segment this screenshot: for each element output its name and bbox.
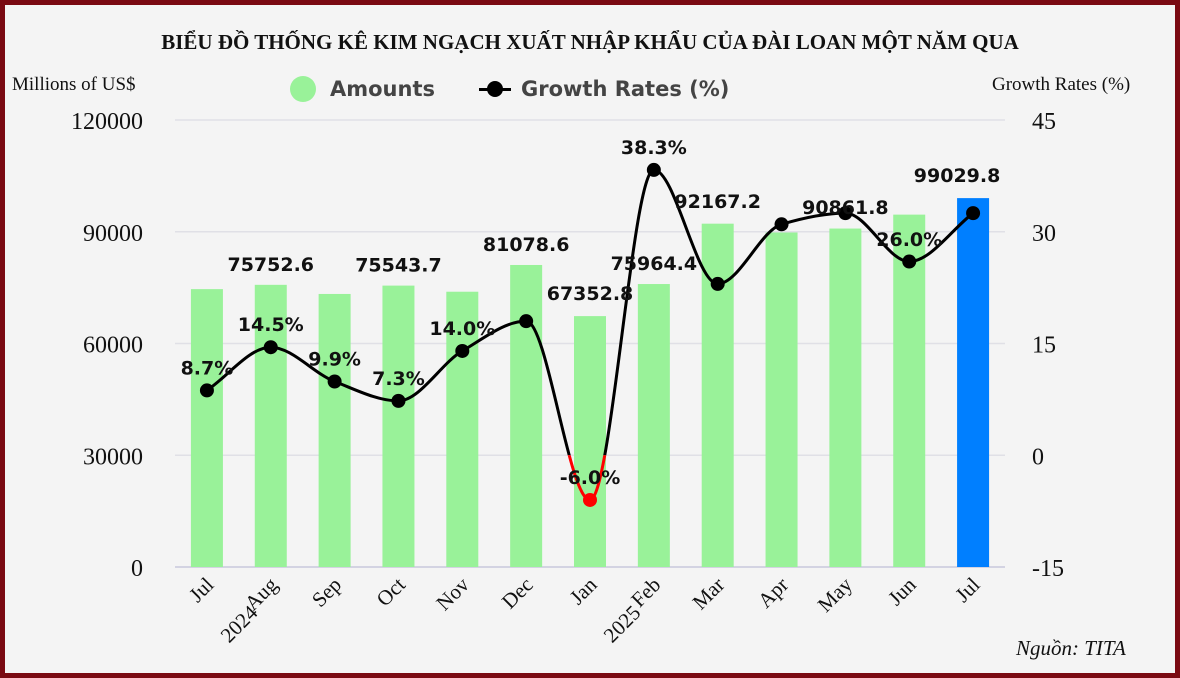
- x-tick-label: Jul: [184, 572, 218, 606]
- growth-line: [206, 168, 974, 456]
- growth-line-negative: [567, 455, 607, 502]
- bar-value-label: 99029.8: [914, 165, 1001, 187]
- growth-point: [263, 340, 278, 355]
- growth-point: [391, 393, 406, 408]
- x-tick-label: Jul: [950, 572, 984, 606]
- x-tick-label: Mar: [688, 573, 730, 615]
- bar: [637, 284, 670, 567]
- growth-value-label: -6.0%: [560, 467, 621, 489]
- bar: [446, 291, 479, 567]
- growth-point: [455, 343, 470, 358]
- growth-value-label: 14.5%: [238, 314, 304, 336]
- bar-value-label: 67352.8: [547, 283, 634, 305]
- y-right-tick-label: 0: [1032, 444, 1044, 470]
- bar: [318, 293, 351, 567]
- growth-point: [838, 206, 853, 221]
- chart-title: BIỂU ĐỒ THỐNG KÊ KIM NGẠCH XUẤT NHẬP KHẨ…: [161, 30, 1019, 54]
- growth-value-label: 8.7%: [181, 357, 234, 379]
- legend-item-growth-rates: Growth Rates (%): [479, 77, 729, 101]
- bar-value-label: 75964.4: [611, 253, 698, 275]
- y-left-tick-label: 90000: [83, 221, 143, 247]
- growth-point: [327, 374, 342, 389]
- growth-point: [902, 254, 917, 269]
- right-axis-title: Growth Rates (%): [992, 74, 1131, 95]
- source-note: Nguồn: TITA: [1016, 636, 1126, 660]
- growth-point: [519, 314, 534, 329]
- growth-value-label: 26.0%: [876, 229, 942, 251]
- x-tick-label: Jun: [883, 572, 921, 610]
- bar: [893, 214, 926, 568]
- legend: Amounts Growth Rates (%): [290, 74, 773, 104]
- bar: [382, 285, 415, 567]
- legend-label-amounts: Amounts: [330, 77, 435, 101]
- x-tick-label: Sep: [307, 573, 346, 612]
- left-axis-title: Millions of US$: [12, 74, 136, 95]
- legend-swatch-growth-rates: [479, 78, 511, 100]
- x-tick-label: Oct: [372, 572, 411, 611]
- growth-point: [966, 206, 981, 221]
- growth-value-label: 14.0%: [429, 318, 495, 340]
- bar-value-label: 75543.7: [355, 255, 442, 277]
- y-left-tick-label: 30000: [83, 444, 143, 470]
- bar: [254, 284, 287, 567]
- y-left-tick-label: 120000: [71, 109, 143, 135]
- y-right-tick-label: 30: [1032, 221, 1056, 247]
- growth-point: [583, 492, 597, 507]
- bar-value-label: 90861.8: [802, 197, 889, 219]
- x-tick-label: Jan: [565, 572, 602, 609]
- bar: [829, 228, 862, 567]
- bar-value-label: 75752.6: [227, 254, 314, 276]
- y-right-tick-label: 45: [1032, 109, 1056, 135]
- growth-value-label: 38.3%: [621, 137, 687, 159]
- x-tick-label: May: [813, 572, 858, 617]
- x-tick-label: Apr: [753, 573, 793, 613]
- bar: [765, 232, 798, 567]
- bar: [574, 316, 606, 567]
- growth-point: [646, 162, 661, 177]
- legend-label-growth-rates: Growth Rates (%): [521, 77, 730, 101]
- growth-point: [774, 217, 789, 232]
- bar: [957, 198, 990, 567]
- bar: [190, 289, 223, 567]
- bar-value-label: 92167.2: [674, 191, 761, 213]
- legend-swatch-amounts: [290, 76, 316, 102]
- y-left-tick-label: 60000: [83, 333, 143, 359]
- x-tick-label: Dec: [497, 573, 538, 614]
- bar: [510, 264, 543, 567]
- growth-value-label: 7.3%: [372, 368, 425, 390]
- y-right-tick-label: 15: [1032, 333, 1056, 359]
- growth-point: [710, 276, 725, 291]
- growth-point: [199, 383, 214, 398]
- y-right-tick-label: -15: [1032, 556, 1064, 582]
- x-tick-label: Nov: [431, 572, 474, 615]
- y-left-tick-label: 0: [131, 556, 143, 582]
- bar-value-label: 81078.6: [483, 234, 570, 256]
- growth-value-label: 9.9%: [308, 348, 361, 370]
- legend-item-amounts: Amounts: [290, 76, 435, 102]
